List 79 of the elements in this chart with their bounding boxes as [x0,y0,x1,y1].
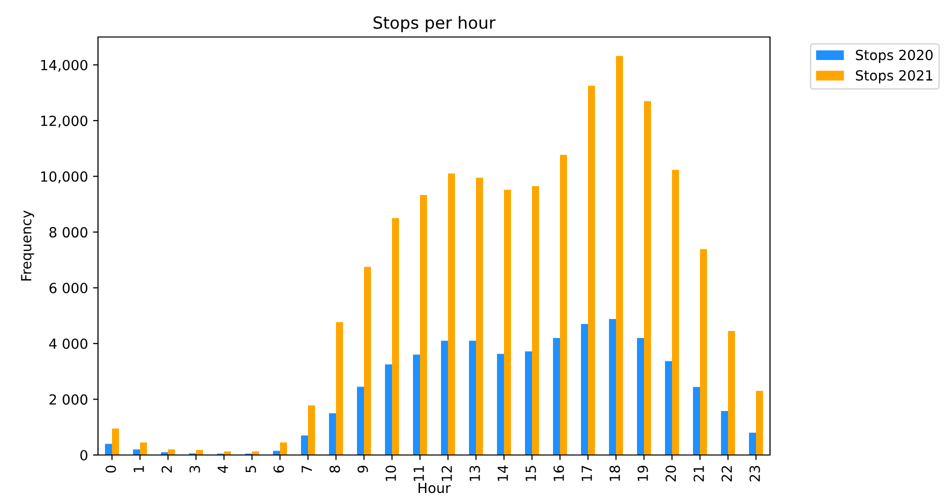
y-tick-label: 0 [80,450,88,460]
y-tick-label: 2 000 [50,394,88,405]
y-tick-label: 12,000 [41,116,88,128]
bar [413,354,420,455]
x-tick-label: 6 [274,466,284,473]
bar [308,405,315,455]
legend-label: Stops 2020 [856,50,933,63]
x-tick-label: 8 [330,466,340,473]
y-axis-title: Frequency [21,210,34,281]
bar [609,319,616,455]
x-tick-label: 21 [694,466,704,482]
bar [616,56,623,455]
bar [476,178,483,455]
bar [329,413,336,455]
x-tick-label: 14 [498,466,508,481]
bar [749,432,756,455]
y-tick-label: 6 000 [49,282,88,294]
x-tick-label: 19 [638,466,648,481]
bar [441,340,448,455]
x-tick-label: 23 [750,466,760,482]
bar [588,86,595,455]
x-tick-label: 0 [106,466,116,473]
x-tick-label: 12 [442,466,452,481]
bar [553,338,560,455]
bar [420,195,427,455]
x-tick-label: 1 [134,466,144,472]
bar [728,330,735,455]
bar [280,442,287,455]
x-tick-label: 22 [722,466,732,482]
y-tick-label: 8 000 [49,227,88,238]
x-tick-label: 13 [470,466,480,481]
bar [105,444,112,455]
bar [301,435,308,455]
bar [581,324,588,455]
bar [112,428,119,455]
bar [469,340,476,455]
y-tick-label: 14,000 [41,60,88,72]
bar [392,218,399,455]
y-tick-label: 10,000 [41,171,88,184]
bar [133,449,140,455]
x-tick-label: 10 [386,466,396,481]
bar [336,322,343,455]
bar [504,190,511,455]
bar [357,386,364,455]
x-tick-label: 2 [162,466,172,473]
bar [140,442,147,455]
bar [364,266,371,455]
bar [672,170,679,455]
bar [560,154,567,455]
legend-label: Stops 2021 [856,70,932,84]
bar [637,338,644,455]
bar [385,364,392,455]
bar [693,387,700,455]
x-tick-label: 7 [302,466,312,472]
x-tick-label: 3 [190,466,200,472]
x-tick-label: 4 [218,466,228,473]
bar [756,390,763,455]
chart-title: Stops per hour [374,16,496,32]
bar [196,450,203,455]
bar [161,452,168,455]
x-tick-label: 18 [610,466,620,481]
x-axis-title: Hour [418,482,451,494]
x-tick-label: 11 [414,466,424,481]
bar [448,174,455,455]
x-tick-label: 17 [582,466,592,481]
bar [525,351,532,455]
x-tick-label: 15 [526,466,536,481]
bar [644,101,651,455]
y-tick-label: 4 000 [49,338,88,350]
x-tick-label: 20 [666,466,676,482]
bar [532,186,539,455]
bar [168,449,175,455]
x-tick-label: 5 [246,466,256,472]
bar [700,249,707,455]
bar [497,354,504,455]
bar [665,361,672,455]
x-tick-label: 9 [358,466,368,473]
x-tick-label: 16 [554,466,564,481]
bar [721,410,728,455]
